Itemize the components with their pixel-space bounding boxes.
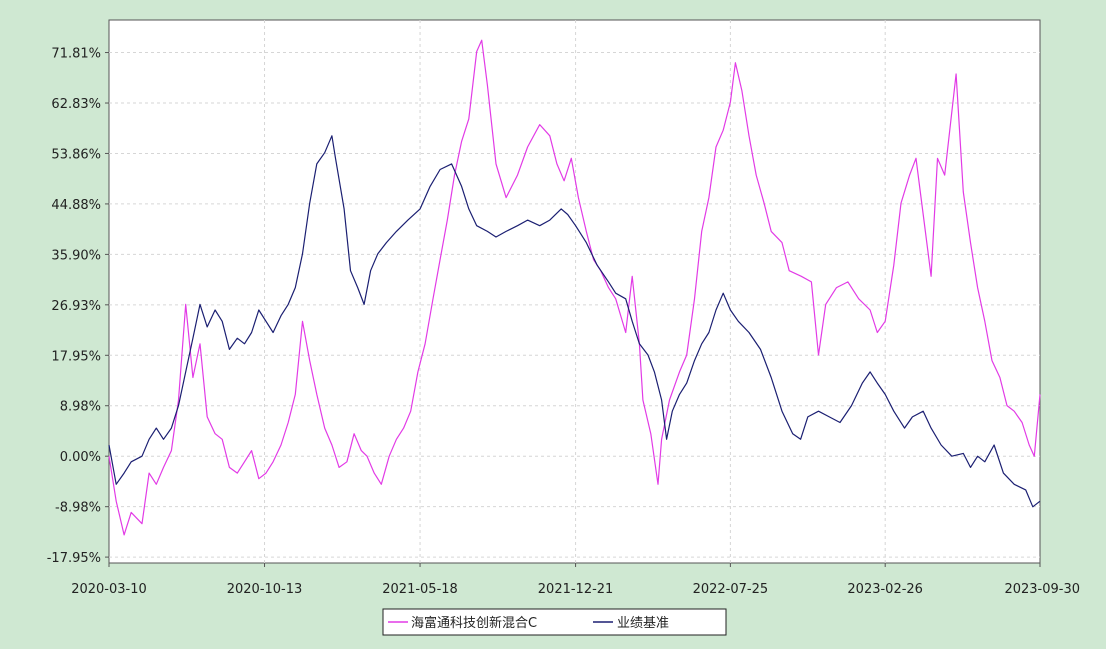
legend-label-benchmark: 业绩基准 [617, 616, 669, 631]
y-tick-label: 35.90% [51, 248, 101, 263]
series-line-1 [108, 135, 1041, 508]
x-tick-label: 2021-12-21 [538, 582, 614, 597]
y-tick-label: 17.95% [51, 349, 101, 364]
series-layer [108, 39, 1041, 536]
plot-area [108, 19, 1041, 564]
x-tick-label: 2022-07-25 [693, 582, 769, 597]
y-tick-label: 0.00% [60, 450, 101, 465]
x-tick-label: 2023-09-30 [1004, 582, 1080, 597]
legend-box [382, 608, 727, 636]
x-tick-label: 2023-02-26 [847, 582, 923, 597]
y-tick-label: 44.88% [51, 198, 101, 213]
y-tick-label: 26.93% [51, 299, 101, 314]
y-tick-label: 53.86% [51, 147, 101, 162]
axis-layer: 71.81% 62.83% 53.86% 44.88% 35.90% 26.93% 17.9… [47, 47, 1080, 597]
x-tick-label: 2020-10-13 [227, 582, 303, 597]
y-tick-label: -8.98% [55, 501, 101, 516]
legend: 海富通科技创新混合C 业绩基准 [382, 608, 727, 636]
y-tick-label: 8.98% [60, 400, 101, 415]
series-line-0 [108, 39, 1041, 536]
x-tick-label: 2021-05-18 [382, 582, 458, 597]
grid-layer [109, 20, 1040, 563]
legend-label-fund: 海富通科技创新混合C [411, 615, 537, 631]
y-tick-label: 71.81% [51, 47, 101, 62]
y-tick-label: -17.95% [47, 551, 101, 566]
x-tick-label: 2020-03-10 [71, 582, 147, 597]
y-tick-label: 62.83% [51, 97, 101, 112]
